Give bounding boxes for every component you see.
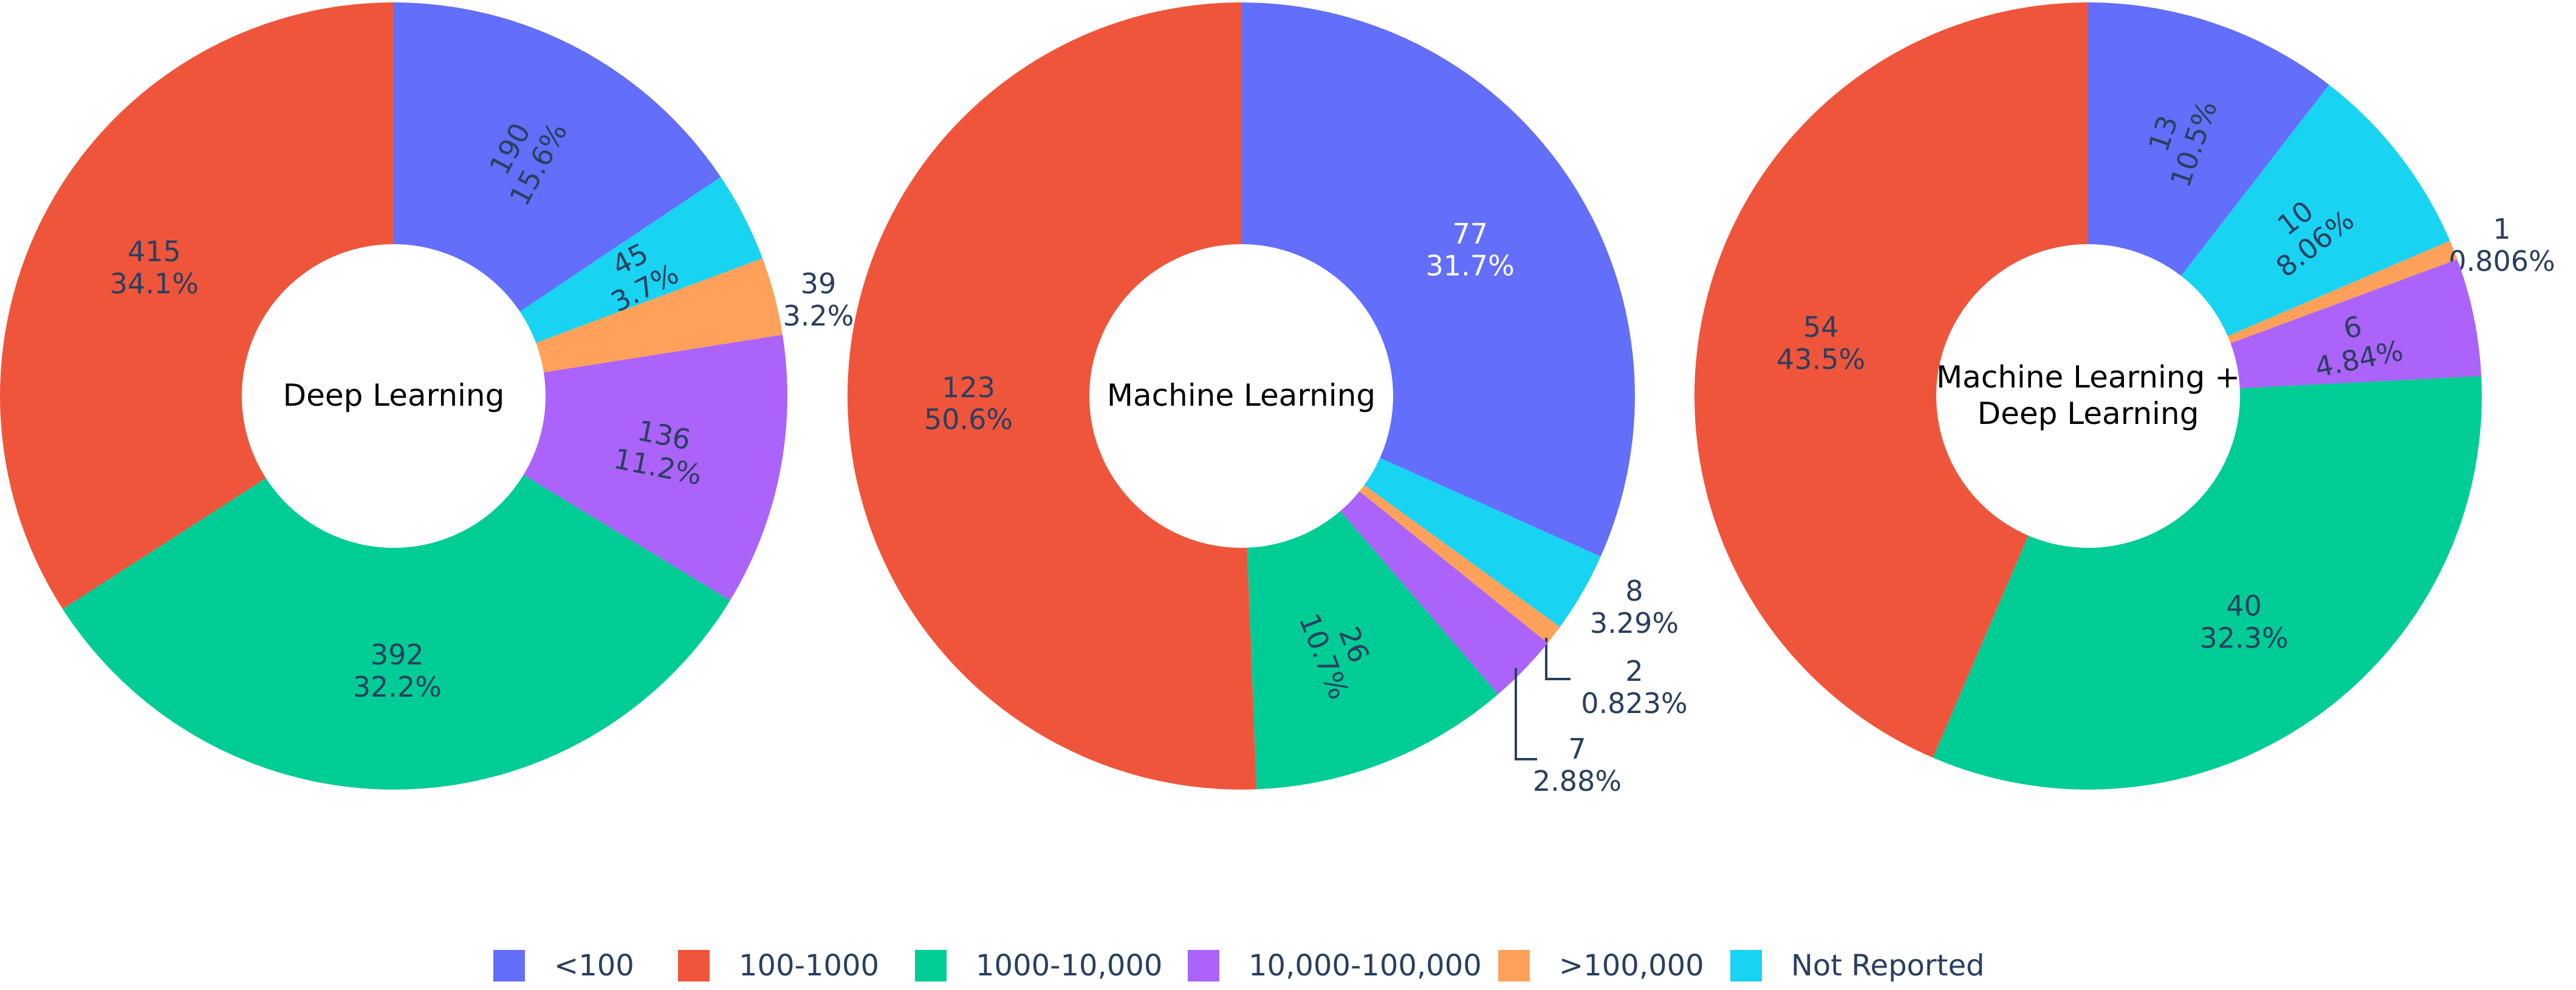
slice-machine-learning-0 [1241, 2, 1636, 557]
slice-machine-learning-5 [1364, 457, 1601, 627]
slice-ml-plus-dl-1 [1694, 2, 2088, 758]
legend-swatch-5 [1730, 950, 1762, 981]
slice-ml-plus-dl-3 [2230, 259, 2482, 389]
slice-label-ml-plus-dl-1: 54 43.5% [1776, 311, 1865, 376]
legend-swatch-3 [1188, 950, 1219, 981]
charts-layer: 19015.6%453.7% 39 3.2%13611.2%392 32.2%415 3… [0, 2, 2555, 797]
center-title-deep-learning: Deep Learning [283, 378, 505, 413]
slice-label-machine-learning-0: 77 31.7% [1426, 217, 1515, 282]
slice-label-machine-learning-3: 7 2.88% [1533, 732, 1622, 797]
slice-ml-plus-dl-4 [2227, 241, 2458, 344]
legend-label-1: 100-1000 [739, 949, 879, 983]
legend-label-0: <100 [554, 949, 634, 983]
legend-label-5: Not Reported [1791, 949, 1984, 983]
legend-label-3: 10,000-100,000 [1249, 949, 1482, 983]
legend-swatch-0 [493, 950, 525, 981]
legend: <100 100-1000 1000-10,000 10,000-100,000 >10… [493, 949, 1984, 983]
donut-chart-machine-learning: 77 31.7%8 3.29%2 0.823%7 2.88%2610.7%123 50.6… [848, 2, 1688, 797]
slice-label-machine-learning-5: 8 3.29% [1590, 575, 1679, 640]
slice-deep-learning-1 [0, 2, 394, 609]
slice-label-deep-learning-1: 415 34.1% [110, 235, 199, 300]
slice-machine-learning-3 [1340, 491, 1548, 694]
slice-deep-learning-0 [394, 2, 721, 312]
slice-label-deep-learning-2: 392 32.2% [353, 638, 442, 703]
slice-machine-learning-2 [1247, 511, 1498, 790]
donut-chart-ml-plus-dl: 1310.5%108.06% 1 0.806%64.84%40 32.3%54 43.5… [1694, 2, 2555, 790]
slice-ml-plus-dl-5 [2181, 84, 2450, 336]
legend-label-2: 1000-10,000 [976, 949, 1162, 983]
leader-line-machine-learning-3 [1515, 668, 1537, 760]
slice-label-machine-learning-1: 123 50.6% [924, 371, 1013, 436]
slice-machine-learning-4 [1359, 485, 1560, 643]
legend-swatch-4 [1498, 950, 1530, 981]
slice-label-ml-plus-dl-2: 40 32.3% [2199, 590, 2288, 655]
legend-label-4: >100,000 [1559, 949, 1704, 983]
donut-chart-deep-learning: 19015.6%453.7% 39 3.2%13611.2%392 32.2%415 3… [0, 2, 854, 790]
slice-label-deep-learning-4: 39 3.2% [783, 267, 854, 332]
slice-label-machine-learning-4: 2 0.823% [1581, 655, 1687, 720]
center-title-ml-plus-dl: Machine Learning + Deep Learning [1936, 360, 2240, 431]
slice-deep-learning-5 [519, 177, 763, 343]
leader-line-machine-learning-4 [1545, 638, 1571, 680]
legend-swatch-1 [678, 950, 710, 981]
legend-swatch-2 [915, 950, 947, 981]
center-title-machine-learning: Machine Learning [1107, 378, 1375, 413]
slice-deep-learning-3 [523, 335, 788, 601]
slice-ml-plus-dl-0 [2088, 2, 2329, 276]
slice-label-ml-plus-dl-4: 1 0.806% [2448, 213, 2555, 278]
slice-deep-learning-2 [63, 474, 730, 790]
slice-deep-learning-4 [536, 258, 783, 373]
slice-ml-plus-dl-2 [1933, 376, 2482, 790]
slice-machine-learning-1 [848, 2, 1257, 790]
